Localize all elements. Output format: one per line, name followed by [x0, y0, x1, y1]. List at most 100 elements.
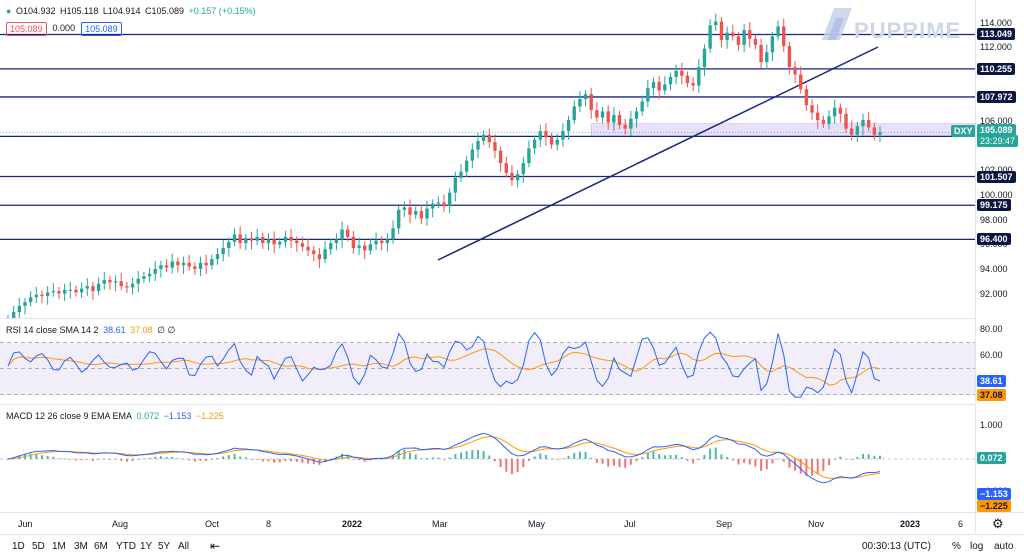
macd-value-tag: −1.153	[977, 488, 1011, 500]
candle	[142, 276, 146, 279]
ohlc-open: O104.932	[15, 6, 56, 16]
candle	[232, 234, 237, 242]
macd-histogram-bar	[624, 459, 627, 468]
timeframe-button-ytd[interactable]: YTD	[116, 541, 136, 552]
candle	[295, 240, 299, 244]
rsi-value-tag: 38.61	[977, 375, 1006, 388]
macd-histogram-bar	[63, 458, 66, 460]
macd-histogram-bar	[125, 459, 128, 462]
macd-histogram-bar	[188, 459, 191, 461]
candle	[697, 67, 701, 86]
log-scale-button[interactable]: log	[970, 541, 984, 552]
support-zone	[590, 123, 976, 137]
candle	[634, 111, 639, 119]
macd-histogram-bar	[250, 459, 253, 460]
timeframe-button-1m[interactable]: 1M	[52, 541, 66, 552]
time-label: 2022	[342, 519, 363, 529]
level-tag: 110.255	[977, 62, 1016, 75]
timeframe-button-3m[interactable]: 3M	[74, 541, 88, 552]
price-tick: 112.000	[980, 42, 1012, 53]
macd-histogram-bar	[828, 459, 831, 466]
macd-histogram-bar	[669, 455, 672, 459]
macd-histogram-bar	[533, 456, 536, 459]
macd-histogram-bar	[148, 457, 151, 459]
macd-histogram-bar	[443, 459, 445, 460]
current-price-tag: 105.089	[977, 124, 1016, 137]
macd-histogram-bar	[205, 459, 208, 461]
candle	[606, 111, 610, 123]
macd-histogram-bar	[74, 459, 77, 461]
candle	[470, 149, 474, 161]
candle	[96, 283, 101, 292]
macd-histogram-bar	[737, 459, 740, 465]
candle	[329, 243, 333, 250]
candle	[402, 207, 407, 210]
timeframe-button-5d[interactable]: 5D	[32, 541, 45, 552]
candle	[527, 148, 531, 164]
macd-histogram-bar	[561, 458, 564, 460]
candle	[589, 94, 593, 111]
candle	[521, 163, 525, 175]
candle	[504, 163, 508, 173]
candle	[629, 118, 633, 129]
macd-histogram-bar	[352, 459, 355, 460]
candle	[136, 278, 140, 284]
timeframe-button-1y[interactable]: 1Y	[140, 541, 153, 552]
time-axis[interactable]: Jun Aug Oct 8 2022 Mar May Jul Sep Nov 2023 6	[0, 512, 975, 535]
timeframe-button-1d[interactable]: 1D	[12, 541, 25, 552]
timeframe-button-5y[interactable]: 5Y	[158, 541, 171, 552]
percent-scale-button[interactable]: %	[952, 541, 961, 552]
date-range-icon[interactable]: ⇤	[210, 539, 221, 553]
macd-histogram-bar	[222, 456, 225, 459]
sell-button[interactable]: 105.089	[6, 22, 47, 36]
macd-histogram-bar	[216, 458, 219, 459]
price-chart-pane[interactable]: ● O104.932 H105.118 L104.914 C105.089 +0…	[0, 0, 976, 329]
candle	[57, 291, 61, 294]
macd-pane[interactable]: MACD 12 26 close 9 EMA EMA 0.072 −1.153 …	[0, 404, 975, 513]
candle	[119, 281, 123, 287]
macd-histogram-bar	[290, 459, 293, 462]
candle	[566, 120, 571, 132]
macd-chart	[0, 432, 975, 484]
macd-histogram-bar	[612, 459, 615, 466]
timeframe-button-all[interactable]: All	[178, 541, 190, 552]
time-label: Jun	[18, 519, 33, 529]
time-label: Sep	[716, 519, 733, 529]
macd-histogram-bar	[114, 459, 117, 460]
macd-histogram-bar	[471, 450, 474, 459]
utc-clock: 00:30:13 (UTC)	[862, 541, 931, 552]
macd-histogram-bar	[182, 458, 185, 460]
candle	[719, 21, 724, 40]
candle	[198, 262, 203, 269]
buy-button[interactable]: 105.089	[81, 22, 122, 36]
candle	[79, 288, 84, 293]
settings-gear-icon[interactable]: ⚙	[992, 516, 1004, 531]
candle	[334, 239, 339, 244]
candle	[176, 261, 180, 266]
macd-histogram-bar	[845, 458, 848, 460]
candle	[164, 265, 169, 268]
candle	[476, 140, 480, 150]
auto-scale-button[interactable]: auto	[994, 541, 1014, 552]
rsi-pane[interactable]: RSI 14 close SMA 14 2 38.61 37.08 ∅ ∅	[0, 318, 975, 404]
candle	[227, 241, 231, 248]
candle	[266, 239, 271, 244]
candle	[11, 312, 16, 320]
macd-histogram-bar	[312, 459, 315, 465]
candle	[244, 238, 248, 244]
price-axis[interactable]: 114.000112.000110.000108.000106.000102.0…	[975, 0, 1024, 318]
ohlc-change: +0.157 (+0.15%)	[188, 6, 256, 16]
candle	[731, 32, 735, 37]
rsi-sma-tag: 37.08	[977, 389, 1006, 402]
ohlc-legend: ● O104.932 H105.118 L104.914 C105.089 +0…	[6, 6, 258, 16]
candle	[651, 81, 656, 88]
macd-histogram-bar	[686, 459, 689, 461]
timeframe-button-6m[interactable]: 6M	[94, 541, 108, 552]
time-label: Nov	[808, 519, 825, 529]
level-tag: 113.049	[977, 28, 1016, 41]
macd-histogram-bar	[131, 459, 134, 462]
candle	[776, 26, 780, 37]
candle	[538, 131, 542, 140]
